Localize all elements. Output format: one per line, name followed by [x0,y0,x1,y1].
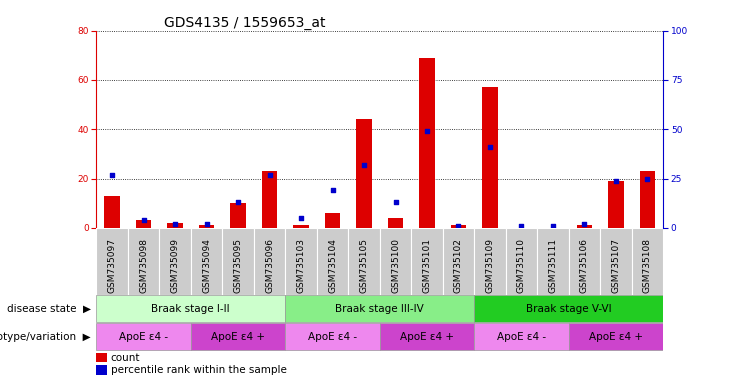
Text: percentile rank within the sample: percentile rank within the sample [110,365,286,375]
Text: GSM735100: GSM735100 [391,238,400,293]
Text: GSM735101: GSM735101 [422,238,431,293]
Point [610,177,622,184]
Text: GSM735110: GSM735110 [517,238,526,293]
Text: Braak stage I-II: Braak stage I-II [151,304,230,314]
Bar [293,225,309,228]
Bar [379,323,474,351]
Bar [474,323,569,351]
Text: ApoE ε4 -: ApoE ε4 - [308,332,357,342]
Bar [96,295,285,322]
Text: GSM735108: GSM735108 [643,238,652,293]
Point [138,217,150,223]
Bar [191,228,222,295]
Bar [600,228,631,295]
Text: Braak stage III-IV: Braak stage III-IV [336,304,424,314]
Point [327,187,339,194]
Bar [537,228,569,295]
Text: GSM735096: GSM735096 [265,238,274,293]
Bar [96,366,107,375]
Bar [285,323,380,351]
Bar [379,228,411,295]
Bar [474,228,505,295]
Bar [576,225,592,228]
Point [201,221,213,227]
Bar [159,228,191,295]
Text: GSM735106: GSM735106 [580,238,589,293]
Bar [104,196,120,228]
Text: GSM735102: GSM735102 [454,238,463,293]
Bar [167,223,183,228]
Bar [411,228,443,295]
Bar [230,203,246,228]
Bar [316,228,348,295]
Point [358,162,370,168]
Bar [482,88,498,228]
Bar [356,119,372,228]
Text: GSM735098: GSM735098 [139,238,148,293]
Point [169,221,181,227]
Text: genotype/variation  ▶: genotype/variation ▶ [0,332,90,342]
Bar [191,323,285,351]
Bar [199,225,214,228]
Point [106,172,118,178]
Text: GDS4135 / 1559653_at: GDS4135 / 1559653_at [165,16,326,30]
Bar [569,228,600,295]
Bar [96,323,191,351]
Text: GSM735095: GSM735095 [233,238,242,293]
Bar [639,171,655,228]
Bar [443,228,474,295]
Bar [253,228,285,295]
Text: GSM735111: GSM735111 [548,238,557,293]
Bar [348,228,379,295]
Bar [451,225,466,228]
Text: ApoE ε4 +: ApoE ε4 + [589,332,643,342]
Bar [127,228,159,295]
Text: GSM735107: GSM735107 [611,238,620,293]
Bar [631,228,663,295]
Text: ApoE ε4 +: ApoE ε4 + [211,332,265,342]
Bar [262,171,277,228]
Point [390,199,402,205]
Point [232,199,244,205]
Bar [505,228,537,295]
Bar [285,228,317,295]
Bar [569,323,663,351]
Bar [474,295,663,322]
Point [264,172,276,178]
Text: count: count [110,353,140,362]
Text: GSM735104: GSM735104 [328,238,337,293]
Bar [325,213,340,228]
Text: GSM735099: GSM735099 [170,238,179,293]
Bar [136,220,151,228]
Text: GSM735109: GSM735109 [485,238,494,293]
Bar [388,218,403,228]
Point [579,221,591,227]
Text: GSM735094: GSM735094 [202,238,211,293]
Text: GSM735097: GSM735097 [107,238,116,293]
Point [453,223,465,229]
Bar [96,353,107,362]
Point [295,215,307,221]
Text: disease state  ▶: disease state ▶ [7,304,90,314]
Text: Braak stage V-VI: Braak stage V-VI [526,304,611,314]
Bar [419,58,435,228]
Text: ApoE ε4 -: ApoE ε4 - [119,332,168,342]
Text: GSM735103: GSM735103 [296,238,305,293]
Text: ApoE ε4 -: ApoE ε4 - [497,332,546,342]
Bar [285,295,474,322]
Bar [608,181,624,228]
Point [516,223,528,229]
Bar [222,228,253,295]
Text: ApoE ε4 +: ApoE ε4 + [400,332,454,342]
Bar [96,228,127,295]
Point [547,223,559,229]
Point [484,144,496,150]
Point [421,128,433,134]
Text: GSM735105: GSM735105 [359,238,368,293]
Point [642,175,654,182]
